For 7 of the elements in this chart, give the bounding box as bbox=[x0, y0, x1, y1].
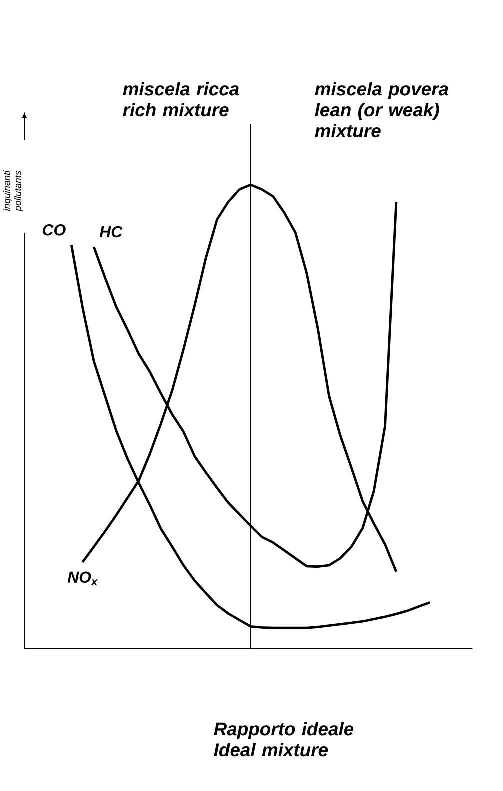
y-axis-title: inquinanti pollutants bbox=[4, 170, 24, 212]
series-label: CO bbox=[43, 224, 66, 236]
series-label: NO$_{x}$ bbox=[68, 572, 98, 586]
text: Rapporto ideale Ideal mixture bbox=[214, 722, 354, 757]
series-label: HC bbox=[100, 226, 123, 238]
text: miscela povera lean (or weak) mixture bbox=[315, 82, 449, 138]
text: miscela ricca rich mixture bbox=[123, 82, 240, 117]
